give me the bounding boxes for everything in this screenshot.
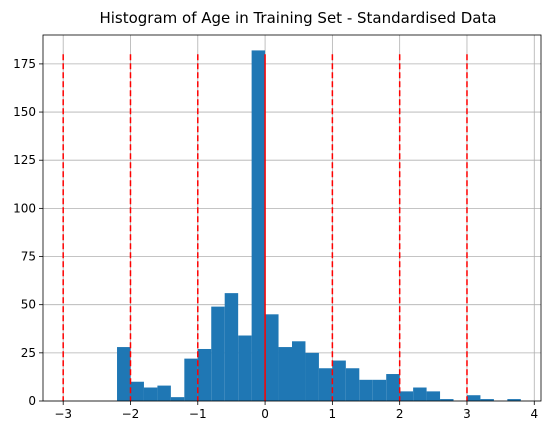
x-tick-label: 1: [329, 407, 337, 421]
histogram-bar: [372, 379, 387, 401]
histogram-bar: [265, 314, 279, 401]
histogram-bar: [318, 368, 333, 401]
histogram-bar: [211, 306, 225, 401]
y-tick-label: 125: [13, 153, 36, 167]
y-tick-label: 175: [13, 57, 36, 71]
x-tick-label: 2: [396, 407, 404, 421]
histogram-bar: [251, 50, 266, 402]
y-tick-label: 150: [13, 105, 36, 119]
y-tick-label: 25: [21, 346, 36, 360]
plot-frame: [42, 34, 542, 402]
histogram-bar: [440, 399, 454, 401]
y-tick-label: 75: [21, 250, 36, 264]
x-tick-label: 4: [530, 407, 538, 421]
x-tick-label: −1: [189, 407, 207, 421]
histogram-bar: [278, 347, 292, 401]
histogram-bar: [359, 379, 373, 401]
histogram-bar: [238, 335, 252, 401]
histogram-bar: [130, 381, 144, 401]
histogram-bar: [184, 358, 198, 401]
histogram-bar: [292, 341, 306, 401]
histogram-bar: [466, 395, 481, 401]
histogram-bars: [117, 50, 521, 402]
histogram-bar: [480, 399, 494, 401]
y-axis-ticks: 0 25 50 75 100 125 150 175: [13, 57, 43, 408]
x-tick-label: −3: [54, 407, 72, 421]
histogram-bar: [345, 368, 360, 401]
histogram-bar: [170, 397, 185, 401]
histogram-bar: [426, 391, 441, 401]
histogram-bar: [386, 374, 400, 401]
x-tick-label: 3: [463, 407, 471, 421]
histogram-bar: [305, 352, 319, 401]
histogram-bar: [413, 387, 427, 401]
histogram-bar: [157, 385, 171, 401]
histogram-bar: [332, 360, 346, 401]
reference-lines: [62, 54, 468, 401]
chart-title: Histogram of Age in Training Set - Stand…: [99, 9, 496, 27]
x-tick-label: −2: [122, 407, 140, 421]
y-tick-label: 100: [13, 201, 36, 215]
y-tick-label: 50: [21, 298, 36, 312]
histogram-bar: [399, 391, 414, 401]
histogram-bar: [224, 293, 239, 401]
histogram-bar: [507, 399, 521, 401]
x-tick-label: 0: [261, 407, 269, 421]
x-axis-ticks: −3 −2 −1 0 1 2 3 4: [54, 401, 538, 421]
histogram-bar: [117, 347, 131, 401]
y-tick-label: 0: [28, 394, 36, 408]
histogram-bar: [143, 387, 158, 401]
histogram-bar: [197, 348, 212, 401]
